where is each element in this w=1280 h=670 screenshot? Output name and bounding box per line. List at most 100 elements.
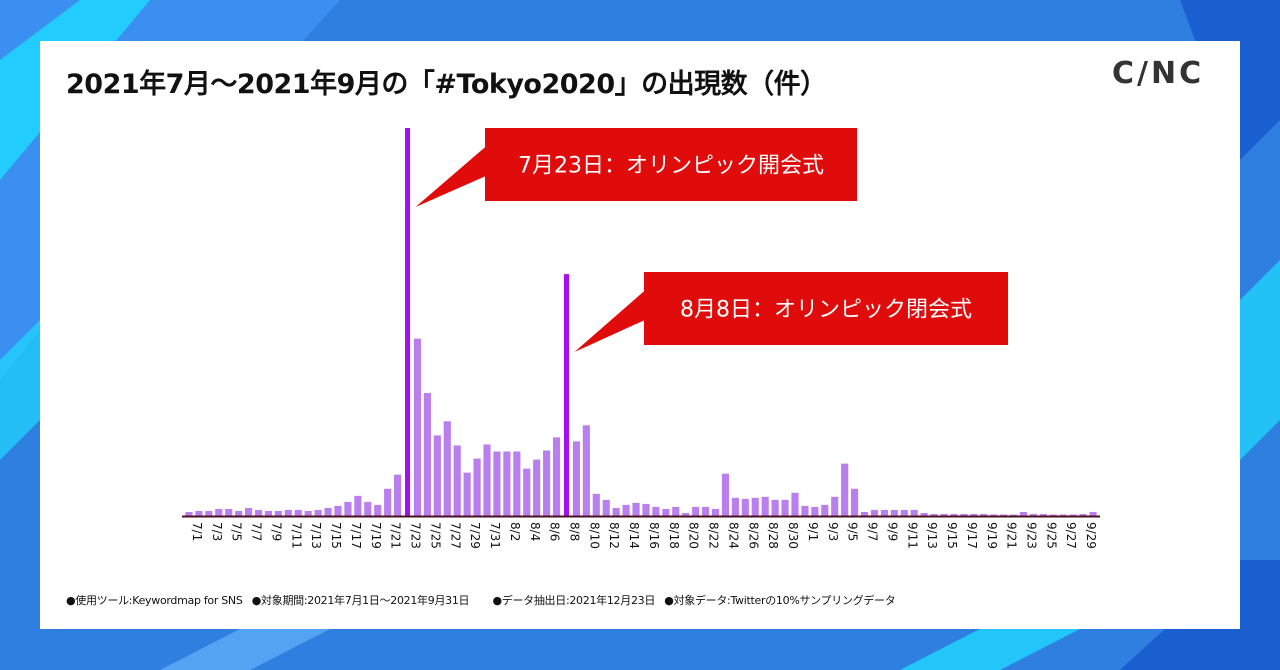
bar-8-8 [563, 274, 569, 516]
x-tick-label: 9/13 [925, 522, 939, 549]
bar-7-5 [225, 508, 233, 516]
brand-logo: C/NC [1112, 56, 1205, 91]
bar-7-21 [384, 488, 392, 516]
bar-8-13 [612, 507, 620, 516]
x-tick-label: 9/5 [846, 522, 860, 541]
x-tick-label: 7/31 [488, 522, 502, 549]
x-tick-label: 7/29 [468, 522, 482, 549]
bar-9-17 [960, 513, 968, 516]
x-tick-label: 8/10 [587, 522, 601, 549]
bar-7-18 [354, 495, 362, 516]
x-tick-label: 8/24 [726, 522, 740, 549]
bar-8-31 [791, 492, 799, 516]
bar-9-29 [1079, 513, 1087, 516]
callout-pointer [574, 289, 646, 352]
bar-8-29 [771, 499, 779, 516]
x-tick-label: 9/3 [826, 522, 840, 541]
bar-8-26 [741, 498, 749, 516]
x-tick-label: 7/1 [190, 522, 204, 541]
x-tick-label: 9/11 [905, 522, 919, 549]
bar-7-27 [443, 421, 451, 516]
bar-7-15 [324, 507, 332, 516]
callout-text: 8月8日：オリンピック閉会式 [680, 298, 972, 323]
x-tick-label: 7/5 [230, 522, 244, 541]
bar-8-14 [622, 504, 630, 516]
bar-8-1 [493, 451, 501, 516]
x-tick-label: 9/29 [1084, 522, 1098, 549]
bar-8-6 [543, 450, 551, 516]
x-tick-label: 9/9 [885, 522, 899, 541]
x-tick-label: 9/25 [1044, 522, 1058, 549]
bar-7-2 [195, 510, 203, 516]
bar-9-24 [1029, 513, 1037, 516]
bar-9-7 [860, 511, 869, 516]
callout-text: 7月23日：オリンピック開会式 [518, 154, 824, 179]
bar-9-5 [841, 463, 849, 516]
bar-7-13 [304, 510, 312, 516]
bar-7-6 [235, 510, 243, 516]
bar-8-11 [592, 493, 600, 516]
x-tick-label: 8/30 [786, 522, 800, 549]
x-tick-label: 7/7 [250, 522, 264, 541]
bar-9-9 [880, 509, 888, 516]
bar-7-11 [284, 509, 292, 516]
bar-7-25 [423, 393, 431, 516]
x-tick-label: 8/20 [687, 522, 701, 549]
x-tick-label: 7/15 [329, 522, 343, 549]
x-tick-label: 7/17 [349, 522, 363, 549]
bar-7-7 [245, 507, 253, 516]
bar-8-5 [533, 459, 541, 516]
bar-7-1 [185, 511, 193, 516]
bar-8-4 [523, 468, 531, 516]
bar-9-8 [870, 509, 879, 516]
bar-7-22 [394, 474, 402, 516]
bar-7-10 [274, 510, 282, 516]
x-tick-label: 8/6 [548, 522, 562, 541]
x-tick-label: 9/19 [985, 522, 999, 549]
bar-8-7 [552, 437, 561, 516]
footer-notes: ●使用ツール:Keywordmap for SNS ●対象期間:2021年7月1… [66, 592, 901, 608]
bar-9-6 [851, 488, 859, 516]
bar-8-10 [582, 425, 590, 516]
bar-9-1 [801, 505, 809, 516]
bar-7-17 [344, 501, 352, 516]
x-tick-label: 7/9 [269, 522, 283, 541]
bar-7-9 [264, 510, 273, 516]
bar-8-12 [602, 499, 610, 516]
x-tick-label: 7/3 [210, 522, 224, 541]
bar-8-21 [692, 506, 700, 516]
x-tick-label: 9/17 [965, 522, 979, 549]
bar-8-19 [672, 506, 680, 516]
bar-7-28 [453, 445, 461, 516]
bar-9-15 [940, 513, 948, 516]
bar-8-24 [721, 473, 730, 516]
bar-9-30 [1089, 511, 1097, 516]
x-tick-label: 8/22 [707, 522, 721, 549]
bar-8-23 [711, 508, 720, 516]
bar-9-20 [990, 514, 998, 516]
callout-box [644, 272, 1008, 345]
bar-9-19 [980, 513, 988, 516]
bar-8-30 [781, 499, 789, 516]
x-tick-label: 7/21 [389, 522, 403, 549]
x-tick-label: 7/23 [409, 522, 423, 549]
bar-7-16 [334, 505, 342, 516]
bar-9-13 [920, 512, 928, 516]
bar-8-9 [572, 441, 580, 516]
bar-7-23 [405, 128, 411, 516]
bar-8-28 [761, 496, 769, 516]
x-tick-label: 8/2 [508, 522, 522, 541]
x-tick-label: 8/14 [627, 522, 641, 549]
callout-pointer [415, 145, 487, 207]
footer-target: ●対象データ:Twitterの10%サンプリングデータ [664, 594, 896, 607]
x-tick-label: 9/7 [866, 522, 880, 541]
bar-7-20 [374, 504, 382, 516]
bar-8-27 [751, 497, 759, 516]
bar-7-19 [364, 501, 372, 516]
x-tick-label: 7/27 [448, 522, 462, 549]
bar-9-26 [1049, 514, 1057, 516]
bar-7-14 [314, 509, 322, 516]
x-tick-label: 7/25 [428, 522, 442, 549]
bar-8-16 [642, 503, 650, 516]
